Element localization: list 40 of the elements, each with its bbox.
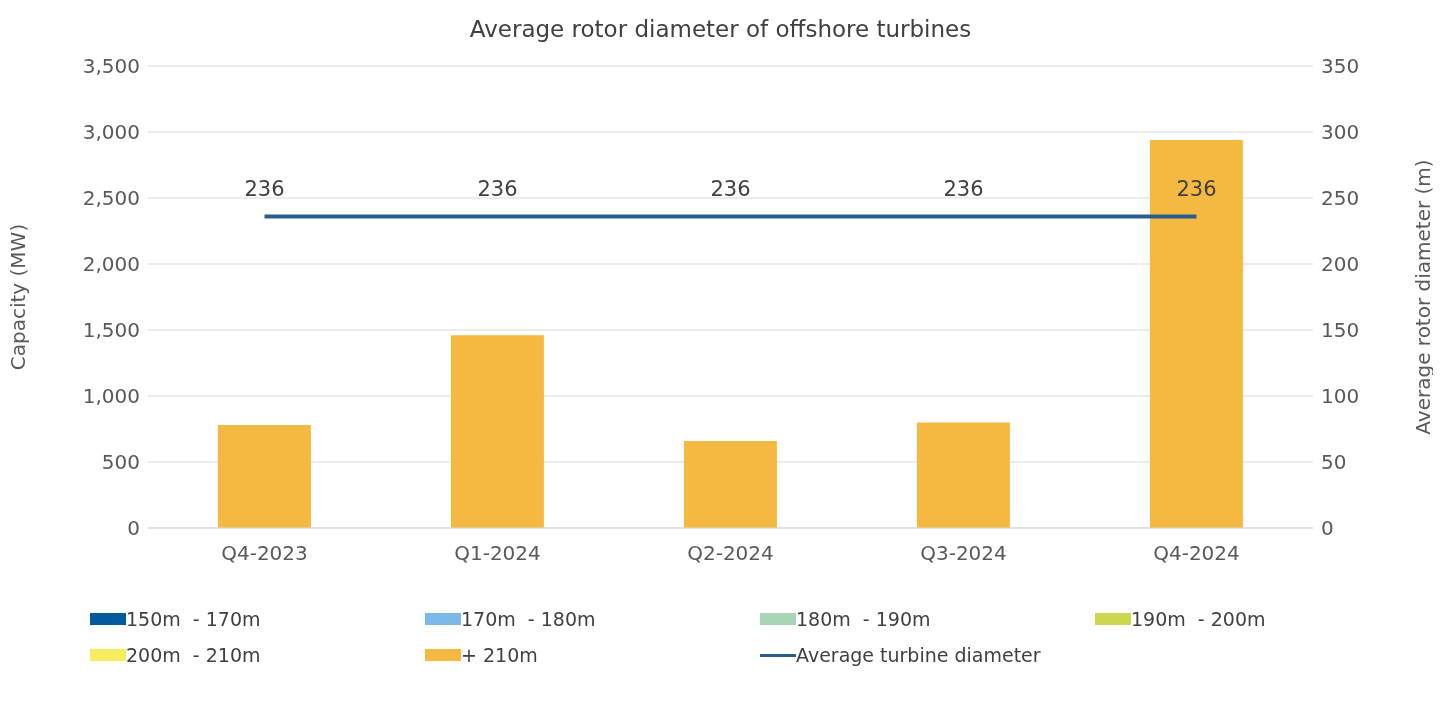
y2-tick-label: 300 xyxy=(1321,120,1360,145)
y2-tick-label: 150 xyxy=(1321,318,1360,343)
y-tick-label: 1,500 xyxy=(82,318,140,343)
data-label: 236 xyxy=(943,177,984,202)
y2-tick-label: 50 xyxy=(1321,450,1347,475)
y-tick-label: 2,000 xyxy=(82,252,140,277)
chart-title: Average rotor diameter of offshore turbines xyxy=(468,15,973,44)
x-tick-label: Q2-2024 xyxy=(687,541,774,566)
y-axis-title: Capacity (MW) xyxy=(6,223,31,371)
bar xyxy=(450,335,544,528)
x-tick-label: Q4-2024 xyxy=(1153,541,1240,566)
data-label: 236 xyxy=(1176,177,1217,202)
bar xyxy=(683,440,777,528)
legend-label: 190m - 200m xyxy=(1131,608,1266,630)
x-tick-label: Q3-2024 xyxy=(920,541,1007,566)
data-label: 236 xyxy=(477,177,518,202)
y-tick-label: 1,000 xyxy=(82,384,140,409)
x-tick-label: Q1-2024 xyxy=(454,541,541,566)
data-label: 236 xyxy=(244,177,285,202)
legend-label: 180m - 190m xyxy=(796,608,931,630)
data-label: 236 xyxy=(710,177,751,202)
legend-label: + 210m xyxy=(461,644,538,666)
bar xyxy=(217,425,311,528)
legend-label: 150m - 170m xyxy=(126,608,261,630)
legend-label: Average turbine diameter xyxy=(796,644,1041,666)
y-tick-label: 500 xyxy=(101,450,140,475)
y-tick-label: 3,000 xyxy=(82,120,140,145)
y2-tick-label: 0 xyxy=(1321,516,1334,541)
y-tick-label: 0 xyxy=(127,516,140,541)
legend-label: 170m - 180m xyxy=(461,608,596,630)
y-tick-label: 3,500 xyxy=(82,54,140,79)
y-tick-label: 2,500 xyxy=(82,186,140,211)
bar xyxy=(1149,139,1243,528)
x-tick-label: Q4-2023 xyxy=(221,541,308,566)
bar xyxy=(916,422,1010,528)
y2-tick-label: 350 xyxy=(1321,54,1360,79)
y2-tick-label: 100 xyxy=(1321,384,1360,409)
y2-tick-label: 200 xyxy=(1321,252,1360,277)
legend-label: 200m - 210m xyxy=(126,644,261,666)
y2-tick-label: 250 xyxy=(1321,186,1360,211)
